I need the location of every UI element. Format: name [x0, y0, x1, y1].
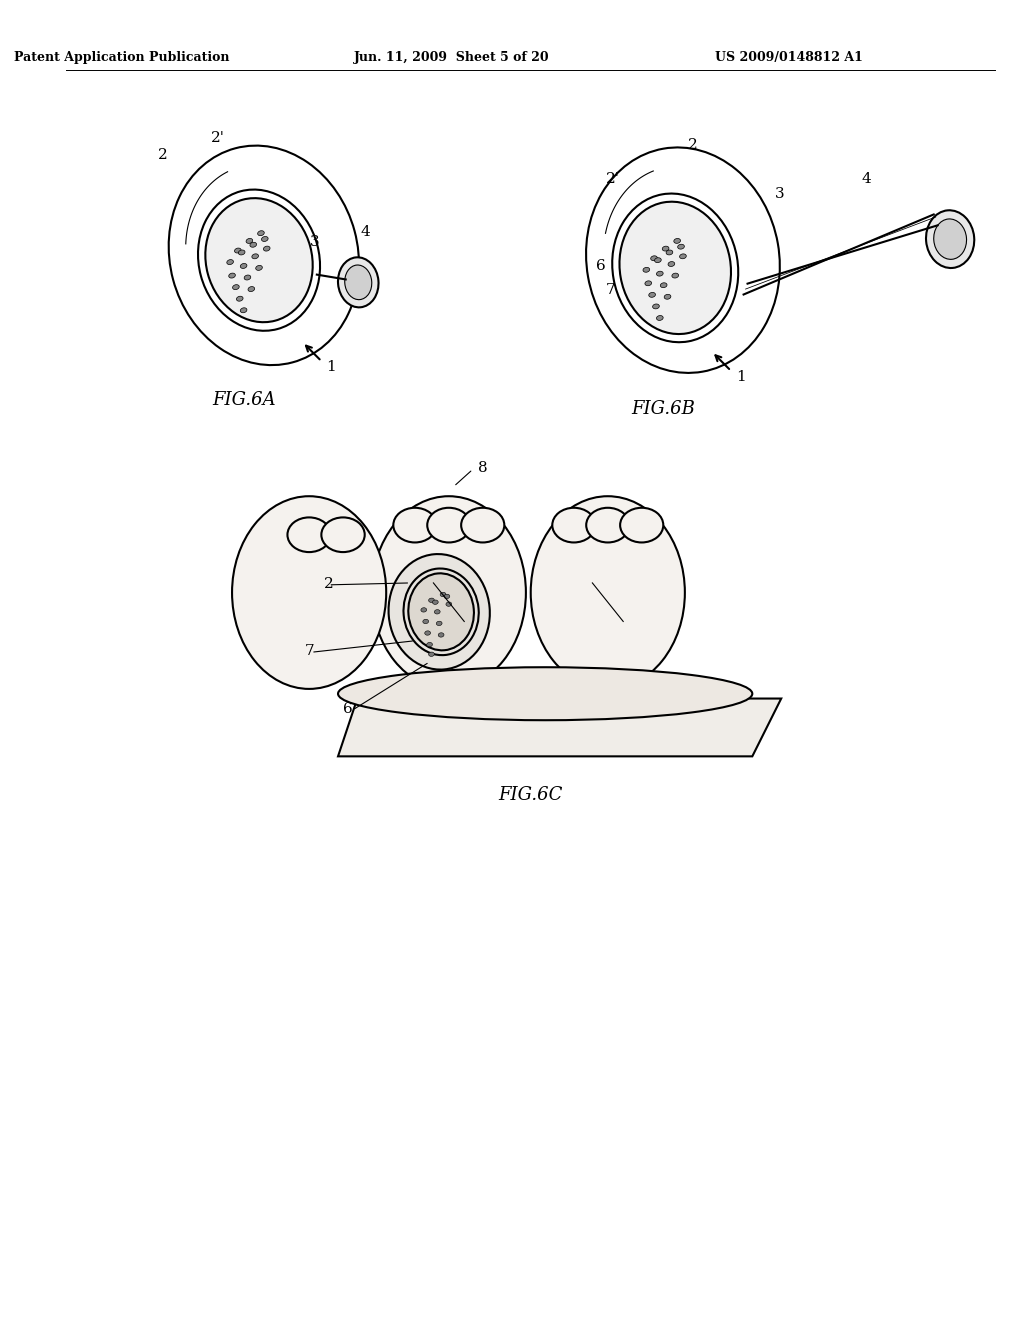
Ellipse shape: [241, 308, 247, 313]
Text: 6: 6: [596, 259, 606, 273]
Ellipse shape: [621, 508, 664, 543]
Ellipse shape: [258, 231, 264, 236]
Ellipse shape: [241, 264, 247, 268]
Ellipse shape: [461, 508, 504, 543]
Ellipse shape: [393, 508, 436, 543]
Ellipse shape: [388, 554, 489, 669]
Text: 1: 1: [327, 360, 336, 374]
Polygon shape: [338, 698, 781, 756]
Ellipse shape: [530, 496, 685, 689]
Ellipse shape: [552, 508, 596, 543]
Ellipse shape: [445, 602, 452, 606]
Ellipse shape: [372, 496, 526, 689]
Ellipse shape: [438, 632, 444, 638]
Ellipse shape: [409, 573, 474, 651]
Ellipse shape: [239, 249, 245, 255]
Text: 8: 8: [478, 461, 487, 475]
Text: 7: 7: [606, 282, 615, 297]
Text: 3: 3: [774, 186, 784, 201]
Ellipse shape: [345, 265, 372, 300]
Text: 2: 2: [158, 148, 168, 162]
Ellipse shape: [436, 622, 442, 626]
Ellipse shape: [427, 643, 432, 647]
Ellipse shape: [206, 198, 312, 322]
Ellipse shape: [246, 239, 253, 243]
Ellipse shape: [672, 273, 679, 279]
Ellipse shape: [678, 244, 684, 249]
Ellipse shape: [252, 253, 258, 259]
Ellipse shape: [248, 286, 255, 292]
Text: 1: 1: [736, 370, 745, 384]
Text: US 2009/0148812 A1: US 2009/0148812 A1: [715, 51, 863, 65]
Ellipse shape: [440, 593, 445, 597]
Ellipse shape: [656, 315, 664, 321]
Ellipse shape: [444, 594, 450, 598]
Ellipse shape: [322, 517, 365, 552]
Ellipse shape: [643, 268, 649, 272]
Text: 2': 2': [606, 172, 620, 186]
Ellipse shape: [934, 219, 967, 259]
Ellipse shape: [338, 257, 379, 308]
Text: Patent Application Publication: Patent Application Publication: [14, 51, 230, 65]
Ellipse shape: [665, 294, 671, 300]
Ellipse shape: [237, 296, 243, 301]
Ellipse shape: [668, 261, 675, 267]
Text: 2': 2': [211, 131, 224, 145]
Ellipse shape: [654, 257, 662, 263]
Ellipse shape: [926, 210, 974, 268]
Ellipse shape: [680, 253, 686, 259]
Ellipse shape: [652, 304, 659, 309]
Ellipse shape: [656, 271, 664, 276]
Ellipse shape: [660, 282, 667, 288]
Ellipse shape: [244, 275, 251, 280]
Ellipse shape: [666, 249, 673, 255]
Ellipse shape: [620, 202, 731, 334]
Ellipse shape: [288, 517, 331, 552]
Text: 3: 3: [310, 235, 319, 248]
Ellipse shape: [228, 273, 236, 279]
Ellipse shape: [250, 243, 257, 247]
Text: 4: 4: [861, 172, 871, 186]
Ellipse shape: [429, 652, 434, 656]
Ellipse shape: [226, 260, 233, 264]
Text: 2: 2: [688, 139, 697, 152]
Text: 6: 6: [343, 702, 352, 715]
Ellipse shape: [263, 246, 270, 251]
Ellipse shape: [649, 293, 655, 297]
Ellipse shape: [425, 631, 430, 635]
Ellipse shape: [427, 508, 470, 543]
Ellipse shape: [432, 601, 438, 605]
Ellipse shape: [338, 667, 753, 721]
Ellipse shape: [261, 236, 268, 242]
Ellipse shape: [232, 496, 386, 689]
Text: 2: 2: [324, 577, 334, 591]
Text: 7: 7: [304, 644, 314, 659]
Ellipse shape: [423, 619, 429, 623]
Ellipse shape: [650, 256, 657, 260]
Ellipse shape: [434, 610, 440, 614]
Ellipse shape: [256, 265, 262, 271]
Text: FIG.6C: FIG.6C: [499, 785, 563, 804]
Text: FIG.6B: FIG.6B: [632, 400, 695, 418]
Text: FIG.6A: FIG.6A: [213, 391, 276, 409]
Ellipse shape: [421, 607, 427, 612]
Ellipse shape: [234, 248, 241, 253]
Ellipse shape: [232, 285, 240, 289]
Ellipse shape: [645, 281, 651, 285]
Ellipse shape: [429, 598, 434, 602]
Ellipse shape: [674, 239, 681, 243]
Ellipse shape: [586, 508, 630, 543]
Ellipse shape: [663, 246, 669, 251]
Text: Jun. 11, 2009  Sheet 5 of 20: Jun. 11, 2009 Sheet 5 of 20: [354, 51, 550, 65]
Text: 4: 4: [360, 226, 370, 239]
